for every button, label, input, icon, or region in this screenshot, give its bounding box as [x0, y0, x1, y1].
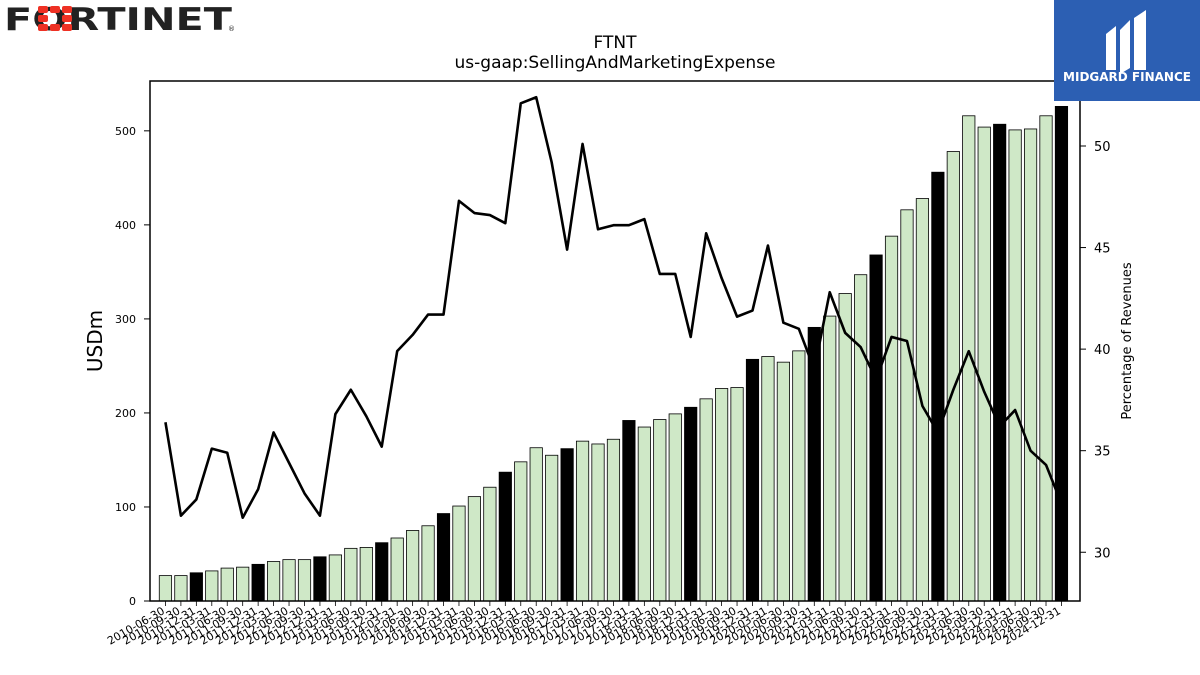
bar [653, 419, 667, 602]
bar [823, 315, 837, 602]
bar [297, 559, 312, 602]
bar [251, 563, 265, 602]
bar [514, 461, 528, 602]
chart-title: FTNT [594, 33, 638, 53]
y-tick-label: 500 [115, 125, 136, 138]
bar [900, 209, 914, 602]
y-tick-label: 300 [115, 313, 136, 326]
bar [560, 448, 574, 602]
bar [406, 530, 420, 602]
bar [684, 406, 698, 602]
bar [838, 293, 852, 602]
bar [699, 398, 713, 602]
bar [483, 486, 497, 602]
bar [993, 123, 1007, 602]
bar [637, 426, 651, 602]
plot-area: 010020030040050030354045502010-06-302010… [105, 80, 1111, 648]
bar [622, 420, 636, 602]
y2-tick-label: 45 [1094, 242, 1111, 257]
fortinet-logo-mark [38, 6, 72, 31]
plot-frame [149, 80, 1081, 602]
bar [884, 235, 899, 602]
bar [452, 505, 466, 602]
chart-subtitle: us-gaap:SellingAndMarketingExpense [455, 53, 776, 73]
y-axis-label: USDm [83, 310, 107, 372]
bar [915, 198, 930, 602]
bar [776, 361, 790, 602]
bar [529, 447, 543, 602]
y-tick-label: 0 [129, 595, 136, 608]
bar [575, 440, 590, 602]
bar [236, 566, 250, 602]
bar [962, 115, 976, 602]
bar [715, 388, 729, 602]
bar [205, 570, 219, 602]
bar [854, 274, 868, 602]
bar [1039, 115, 1053, 602]
bar [1054, 105, 1069, 602]
bar [158, 575, 173, 602]
bar [436, 513, 451, 602]
y2-axis-label: Percentage of Revenues [1120, 262, 1135, 420]
bar [869, 254, 883, 602]
y2-tick-label: 40 [1094, 343, 1111, 358]
bar [606, 438, 621, 602]
bar [174, 575, 188, 602]
midgard-finance-badge: MIDGARD FINANCE [1054, 0, 1200, 101]
bar [668, 413, 682, 602]
bar [328, 554, 342, 602]
chart-title-group: FTNT us-gaap:SellingAndMarketingExpense [455, 33, 776, 73]
bar [220, 567, 234, 602]
midgard-logo-text: MIDGARD FINANCE [1063, 70, 1191, 84]
bar [1023, 128, 1038, 602]
y2-tick-label: 35 [1094, 445, 1111, 460]
bar [591, 443, 605, 602]
bar [313, 556, 327, 602]
bar [1008, 129, 1022, 602]
bar [498, 471, 512, 602]
bar [931, 171, 945, 602]
bar [467, 496, 481, 602]
midgard-finance-logo: MIDGARD FINANCE [1063, 10, 1191, 84]
bar [730, 387, 744, 602]
y2-tick-label: 30 [1094, 546, 1111, 561]
bar [745, 358, 760, 602]
registered-mark-icon: ® [228, 25, 235, 33]
y2-tick-label: 50 [1094, 140, 1111, 155]
bar [761, 356, 775, 602]
bar [359, 547, 373, 602]
bar [375, 542, 389, 602]
bar [282, 559, 296, 602]
bar [545, 454, 559, 602]
y-tick-label: 400 [115, 219, 136, 232]
percentage-line [164, 95, 1063, 520]
fortinet-logo: FORTINET ® [4, 2, 235, 38]
bar [977, 126, 991, 602]
bar [390, 537, 404, 602]
bar [421, 525, 435, 602]
bar [792, 350, 806, 602]
y-tick-label: 100 [115, 501, 136, 514]
bar [344, 547, 358, 602]
bar [189, 572, 203, 602]
bar [267, 561, 281, 602]
midgard-logo-icon [1106, 10, 1146, 74]
y-tick-label: 200 [115, 407, 136, 420]
